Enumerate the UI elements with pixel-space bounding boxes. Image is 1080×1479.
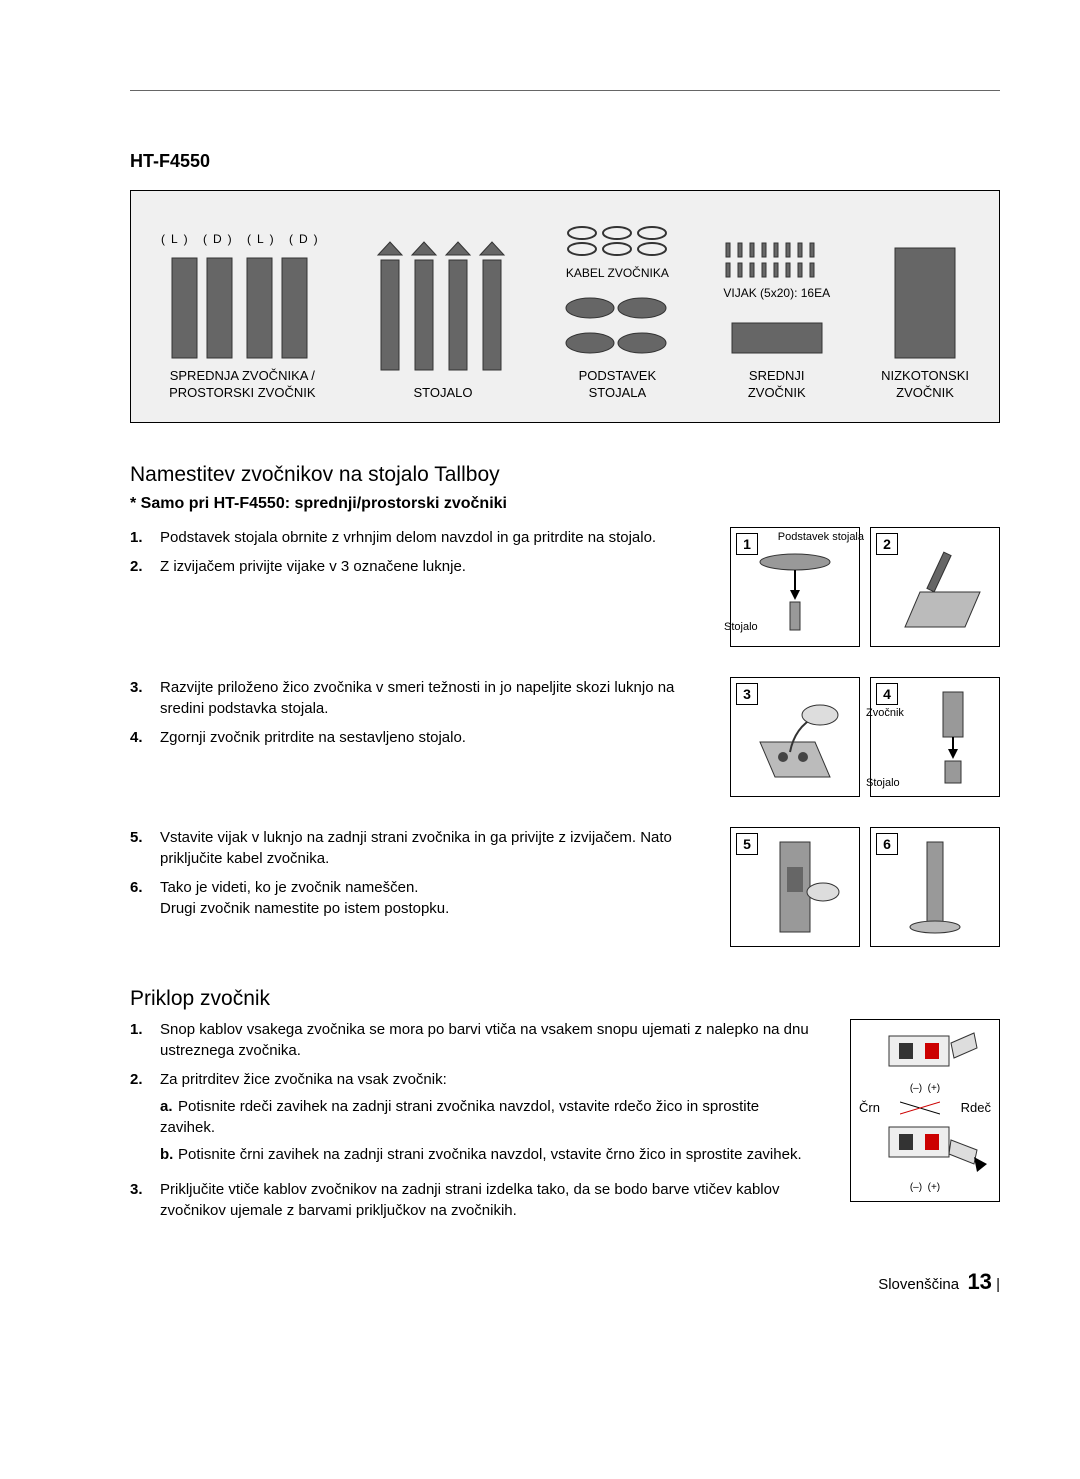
wire-cross-icon	[900, 1100, 940, 1116]
page-footer: Slovenščina 13 |	[130, 1269, 1000, 1295]
figure-4: 4 Zvočnik Stojalo	[870, 677, 1000, 797]
substep-item: b.Potisnite črni zavihek na zadnji stran…	[160, 1144, 812, 1165]
step-item: 2.Z izvijačem privijte vijake v 3 označe…	[130, 556, 712, 577]
step-item: 3.Razvijte priloženo žico zvočnika v sme…	[130, 677, 712, 719]
step-item: 5.Vstavite vijak v luknjo na zadnji stra…	[130, 827, 712, 869]
top-rule	[130, 90, 1000, 91]
step-item: 4.Zgornji zvočnik pritrdite na sestavlje…	[130, 727, 712, 748]
part-label: NIZKOTONSKI ZVOČNIK	[881, 368, 969, 402]
page: 03 Priključki HT-F4550 (L) (D) (L) (D) S…	[0, 0, 1080, 1335]
parts-diagram: (L) (D) (L) (D) SPREDNJA ZVOČNIKA / PROS…	[130, 190, 1000, 423]
footer-language: Slovenščina	[878, 1276, 959, 1293]
footer-page-number: 13	[967, 1269, 991, 1294]
wire-black-label: Črn	[859, 1100, 880, 1116]
screw-icon	[722, 241, 832, 281]
figure-3: 3	[730, 677, 860, 797]
part-subwoofer: NIZKOTONSKI ZVOČNIK	[881, 243, 969, 402]
stand-icon	[373, 240, 513, 380]
figure-2: 2	[870, 527, 1000, 647]
step-item: 1.Snop kablov vsakega zvočnika se mora p…	[130, 1019, 812, 1061]
model-heading: HT-F4550	[130, 151, 1000, 172]
part-label: SREDNJI ZVOČNIK	[722, 368, 832, 402]
part-cable-and-base: KABEL ZVOČNIKA PODSTAVEK STOJALA	[562, 221, 672, 402]
cable-icon	[562, 221, 672, 261]
step-item: 6.Tako je videti, ko je zvočnik nameščen…	[130, 877, 712, 919]
instruction-block-3: 5.Vstavite vijak v luknjo na zadnji stra…	[130, 827, 1000, 947]
terminal-bottom-icon	[859, 1122, 989, 1177]
center-speaker-icon	[727, 313, 827, 363]
terminal-top-icon	[859, 1028, 989, 1078]
instruction-block-2: 3.Razvijte priloženo žico zvočnika v sme…	[130, 677, 1000, 797]
substep-item: a.Potisnite rdeči zavihek na zadnji stra…	[160, 1096, 812, 1138]
step-item: 2. Za pritrditev žice zvočnika na vsak z…	[130, 1069, 812, 1171]
part-screws-and-center: VIJAK (5x20): 16EA SREDNJI ZVOČNIK	[722, 241, 832, 402]
part-label: SPREDNJA ZVOČNIKA / PROSTORSKI ZVOČNIK	[161, 368, 324, 402]
lr-labels: (L) (D) (L) (D)	[161, 232, 324, 248]
connect-figure: (–) (+) Črn Rdeč (–) (+)	[850, 1019, 1000, 1229]
step-item: 1.Podstavek stojala obrnite z vrhnjim de…	[130, 527, 712, 548]
connect-block: 1.Snop kablov vsakega zvočnika se mora p…	[130, 1019, 1000, 1229]
figure-5: 5	[730, 827, 860, 947]
subwoofer-icon	[885, 243, 965, 363]
front-speaker-icon	[167, 253, 317, 363]
part-label: KABEL ZVOČNIKA	[562, 266, 672, 282]
stand-base-icon	[562, 293, 672, 363]
section-title-connect: Priklop zvočnik	[130, 987, 1000, 1011]
section-title-tallboy: Namestitev zvočnikov na stojalo Tallboy	[130, 463, 1000, 487]
part-label: PODSTAVEK STOJALA	[562, 368, 672, 402]
step-item: 3.Priključite vtiče kablov zvočnikov na …	[130, 1179, 812, 1221]
figure-1: 1 Podstavek stojala Stojalo	[730, 527, 860, 647]
instruction-block-1: 1.Podstavek stojala obrnite z vrhnjim de…	[130, 527, 1000, 647]
part-label: VIJAK (5x20): 16EA	[722, 286, 832, 302]
figure-6: 6	[870, 827, 1000, 947]
part-stand: STOJALO	[373, 240, 513, 402]
part-front-speakers: (L) (D) (L) (D) SPREDNJA ZVOČNIKA / PROS…	[161, 232, 324, 402]
wire-red-label: Rdeč	[961, 1100, 991, 1116]
part-label: STOJALO	[373, 385, 513, 402]
section-subtitle: * Samo pri HT-F4550: sprednji/prostorski…	[130, 495, 1000, 513]
